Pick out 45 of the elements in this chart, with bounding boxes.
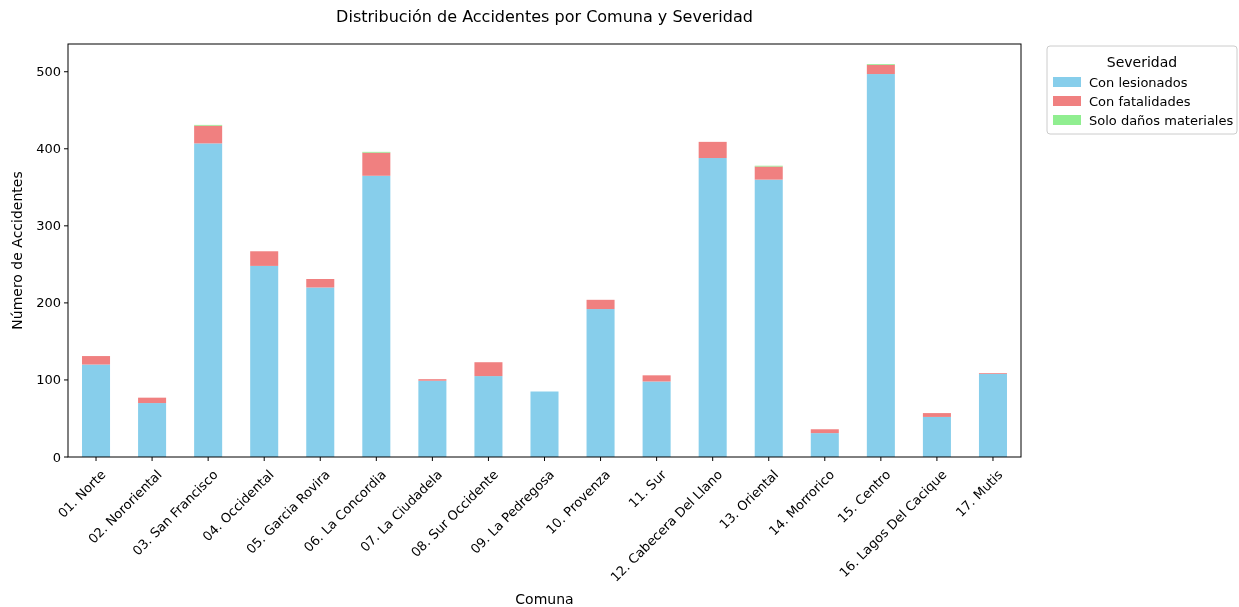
bar [474,376,503,457]
y-tick-label: 100 [36,372,61,388]
y-tick-label: 200 [36,295,61,311]
x-axis-title: Comuna [515,591,574,607]
bar [586,299,615,310]
bar [250,251,279,266]
bar [362,152,391,176]
bar [250,265,279,457]
x-tick-label: 11. Sur [625,466,670,511]
bar [810,433,839,457]
bar [642,375,671,382]
bar [530,391,559,457]
y-tick-label: 300 [36,218,61,234]
y-tick-label: 500 [36,64,61,80]
chart-title: Distribución de Accidentes por Comuna y Severidad [336,7,753,26]
bar [474,362,503,377]
legend-label: Con fatalidades [1089,93,1191,109]
legend-title: Severidad [1106,54,1178,70]
bar [866,74,895,457]
y-axis-title: Número de Accidentes [9,171,25,330]
bar [922,416,951,457]
y-tick-label: 400 [36,141,61,157]
bar [586,309,615,457]
bar [82,364,111,457]
bar [978,373,1007,457]
bar [642,381,671,457]
bar [418,380,447,457]
bar [306,279,335,288]
bar [866,64,895,75]
bar [754,166,783,180]
legend-label: Con lesionados [1089,74,1188,90]
bar [698,141,727,159]
bar [922,413,951,417]
bar [362,175,391,457]
bar [754,179,783,457]
bar [306,287,335,457]
legend-label: Solo daños materiales [1089,112,1234,128]
y-tick-label: 0 [52,449,61,465]
bar [138,403,167,457]
bar [698,158,727,457]
bar [194,125,223,144]
bar [82,356,111,365]
bar [194,143,223,457]
bar [810,429,839,434]
bar [138,397,167,404]
